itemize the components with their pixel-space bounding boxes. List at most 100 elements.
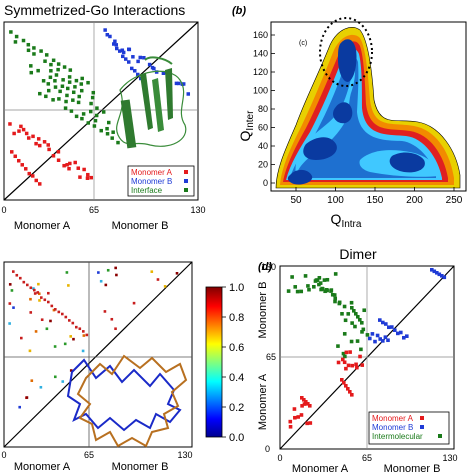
contact-dot xyxy=(69,109,74,113)
contact-dot xyxy=(341,351,346,356)
contact-dot xyxy=(42,140,47,144)
panel-b-xtick: 250 xyxy=(446,195,463,206)
contact-dot xyxy=(399,330,403,335)
contact-dot xyxy=(132,301,136,305)
contact-dot xyxy=(340,378,344,382)
panel-d-ylabel-top: Monomer B xyxy=(257,282,269,339)
contact-dot xyxy=(150,270,154,273)
contact-dot xyxy=(9,30,13,34)
contact-dot xyxy=(34,330,38,333)
contact-dot xyxy=(44,94,48,99)
contact-dot xyxy=(79,88,84,93)
contact-dot xyxy=(342,381,346,385)
contact-dot xyxy=(348,390,352,394)
contact-dot xyxy=(115,46,119,51)
contact-dot xyxy=(45,327,49,331)
contact-dot xyxy=(375,333,380,338)
contact-dot xyxy=(340,312,344,316)
contact-dot xyxy=(293,415,297,420)
contact-dot xyxy=(114,43,119,47)
contact-dot xyxy=(53,345,57,348)
contact-dot xyxy=(34,178,38,183)
contact-dot xyxy=(63,106,68,110)
contact-dot xyxy=(10,289,14,292)
panel-b: (b) (c) 0 20 40 60 80 100 120 140 160 50 100 150 20… xyxy=(232,5,467,230)
legend-d-monomer-b: Monomer B xyxy=(372,423,413,432)
contact-dot xyxy=(43,298,47,302)
contact-dot xyxy=(386,338,390,343)
contact-dot xyxy=(343,354,347,359)
panel-b-xtick: 200 xyxy=(406,195,423,206)
contact-dot xyxy=(86,80,90,85)
contact-dot xyxy=(136,72,140,77)
contact-dot xyxy=(29,311,33,314)
contact-dot xyxy=(295,289,300,294)
contact-dot xyxy=(352,309,356,313)
contact-dot xyxy=(65,271,69,274)
contact-dot xyxy=(49,62,53,67)
contact-dot xyxy=(79,82,84,86)
contact-dot xyxy=(46,143,50,147)
contact-dot xyxy=(61,380,65,383)
contact-dot xyxy=(72,337,75,341)
contact-dot xyxy=(360,330,364,334)
contact-dot xyxy=(105,32,110,37)
contact-dot xyxy=(105,132,110,136)
contact-dot xyxy=(8,302,12,305)
contact-dot xyxy=(113,39,117,44)
contact-dot xyxy=(82,167,86,172)
contact-dot xyxy=(442,275,447,280)
contact-dot xyxy=(138,55,143,60)
contact-dot xyxy=(80,76,84,81)
contact-dot xyxy=(332,293,337,297)
contact-dot xyxy=(296,415,301,419)
contact-dot xyxy=(106,120,111,125)
panel-d-ytick-130: 130 xyxy=(261,262,276,272)
contact-dot xyxy=(350,321,354,325)
contact-dot xyxy=(340,357,345,362)
contact-dot xyxy=(65,163,69,167)
contact-dot xyxy=(350,306,354,310)
contact-dot xyxy=(396,331,400,336)
contact-dot xyxy=(37,282,40,286)
contact-dot xyxy=(14,34,19,39)
panel-a-tick-130: 130 xyxy=(190,205,205,215)
colorbar-tick: 1.0 xyxy=(229,282,244,294)
contact-dot xyxy=(111,130,115,134)
contact-dot xyxy=(64,99,68,104)
contact-dot xyxy=(320,286,324,291)
colorbar-tick: 0.0 xyxy=(229,432,244,444)
contact-dot xyxy=(373,339,377,344)
contact-dot xyxy=(76,166,81,170)
contact-dot xyxy=(390,325,394,329)
panel-d-ytick-0: 0 xyxy=(265,444,270,454)
contact-dot xyxy=(175,272,179,275)
colorbar xyxy=(205,286,223,438)
panel-c-xlabel-left: Monomer A xyxy=(14,461,71,473)
contact-dot xyxy=(293,285,298,289)
contact-dot xyxy=(10,150,14,154)
contact-dot xyxy=(286,289,291,293)
contact-dot xyxy=(361,327,366,332)
contact-dot xyxy=(52,308,56,312)
contact-dot xyxy=(355,339,360,343)
contact-dot xyxy=(29,64,33,68)
contact-dot xyxy=(53,375,57,379)
contact-dot xyxy=(71,321,75,325)
contact-dot xyxy=(80,116,84,121)
contact-dot xyxy=(65,93,69,98)
contact-dot xyxy=(346,387,350,391)
contact-dot xyxy=(44,53,49,57)
contact-dot xyxy=(19,124,23,129)
panel-b-ytick: 120 xyxy=(253,67,268,77)
contact-dot xyxy=(48,75,53,80)
contact-dot xyxy=(61,78,65,82)
panel-a-title: Symmetrized-Go Interactions xyxy=(4,2,185,18)
contact-dot xyxy=(360,363,365,367)
contact-dot xyxy=(89,101,93,106)
free-energy-contour xyxy=(275,27,461,189)
contact-dot xyxy=(362,308,367,313)
contact-dot xyxy=(32,52,36,56)
panel-d-letter: (d) xyxy=(258,261,272,273)
contact-dot xyxy=(336,360,341,365)
